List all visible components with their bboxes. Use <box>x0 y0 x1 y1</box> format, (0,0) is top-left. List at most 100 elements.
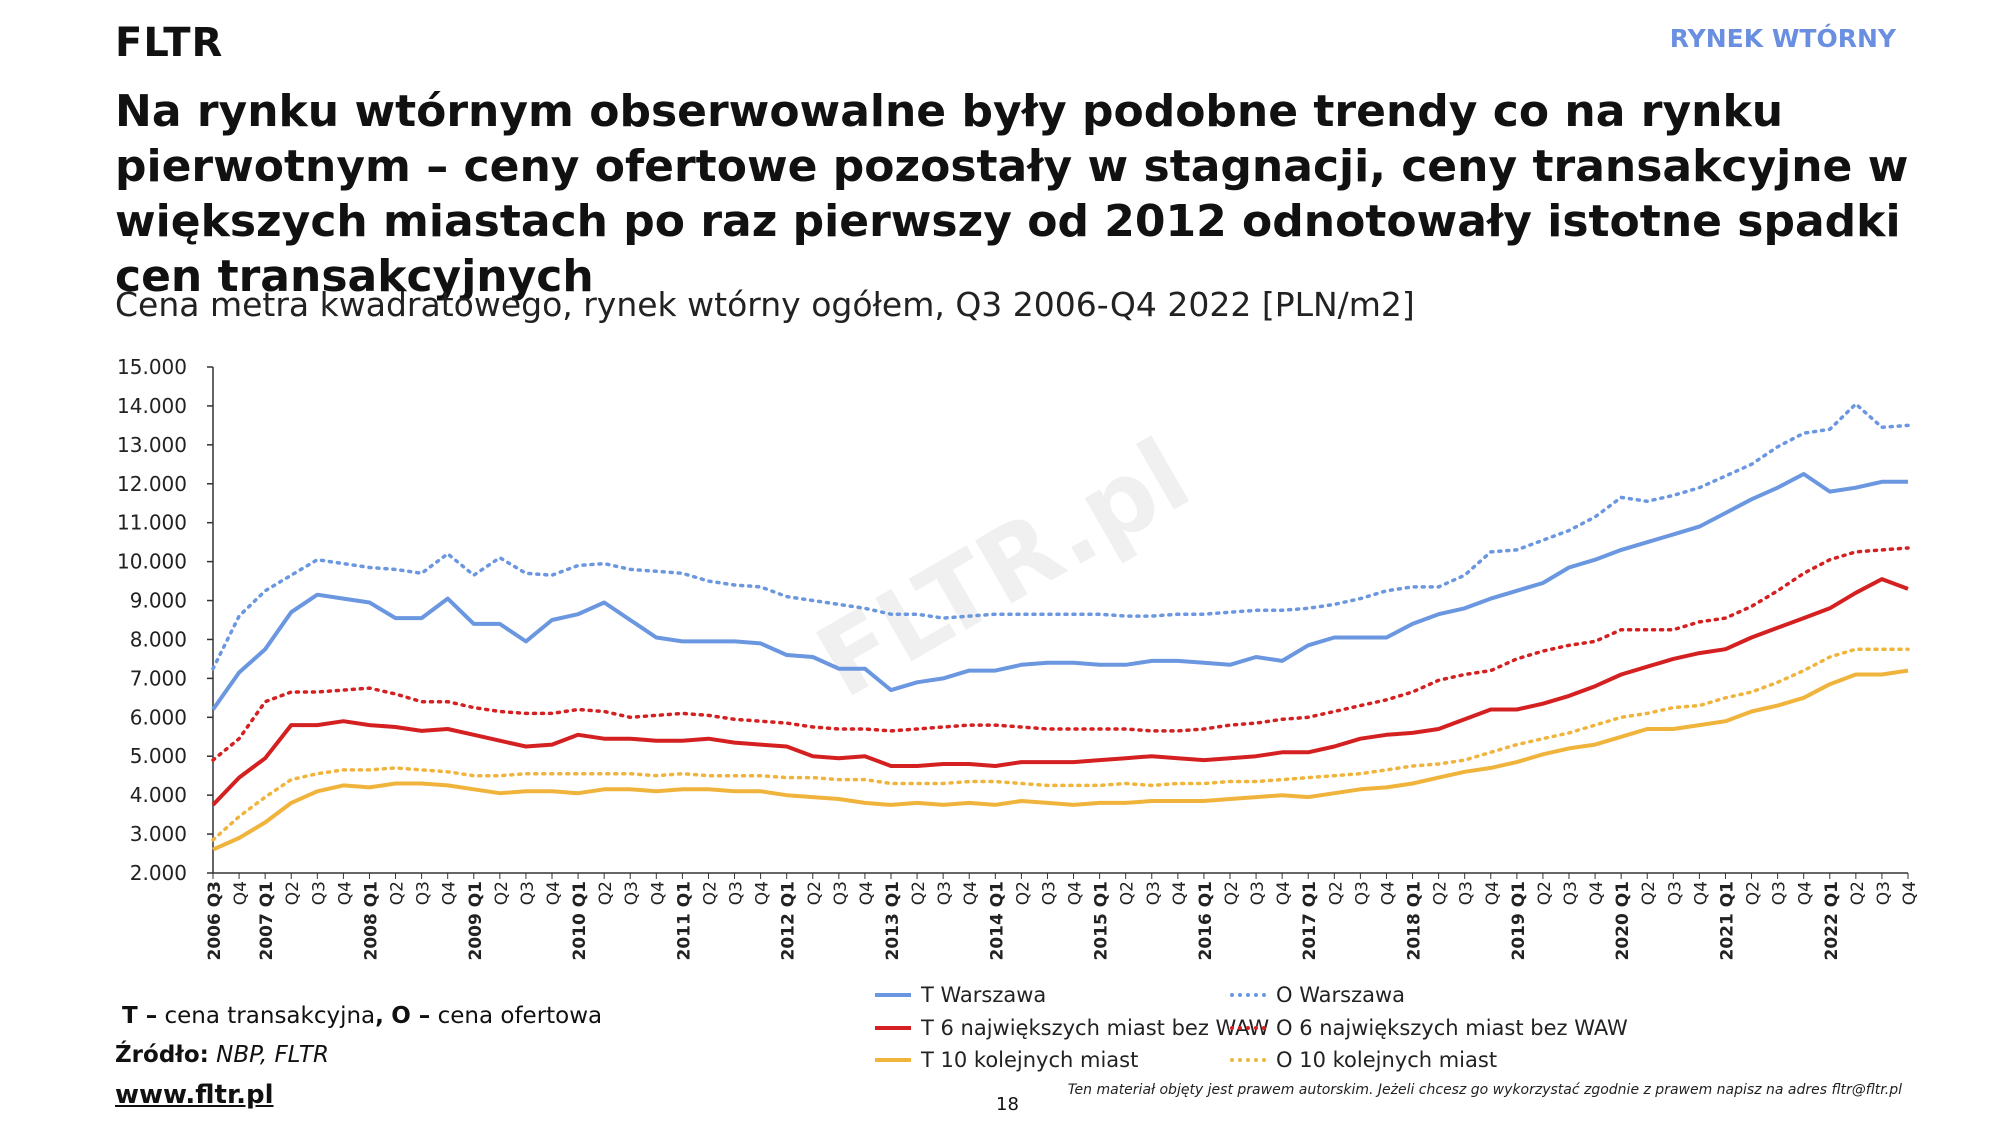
legend-item-t-six-cities: T 6 największych miast bez WAW <box>875 1013 1269 1043</box>
series-line-4 <box>211 546 1910 762</box>
legend-swatch-o-ten-cities <box>1230 1058 1266 1062</box>
x-tick-label: Q4 <box>544 881 564 905</box>
x-tick-label: Q4 <box>857 881 877 905</box>
x-tick-label: Q3 <box>1457 881 1477 905</box>
x-tick-label: 2013 Q1 <box>883 881 903 961</box>
series-line-0 <box>211 472 1908 711</box>
x-tick-label: Q2 <box>1535 881 1555 905</box>
note-t-text: cena transakcyjna <box>164 1003 376 1029</box>
x-tick-label: Q4 <box>1483 881 1503 905</box>
x-tick-label: Q2 <box>1848 881 1868 905</box>
x-tick-label: Q3 <box>727 881 747 905</box>
x-tick-label: Q2 <box>492 881 512 905</box>
x-tick-label: Q2 <box>1118 881 1138 905</box>
legend-label-o-six-cities: O 6 największych miast bez WAW <box>1276 1016 1628 1040</box>
series-line-2 <box>212 668 1909 852</box>
page-title: Na rynku wtórnym obserwowalne były podob… <box>115 86 1909 302</box>
x-tick-label: Q4 <box>335 881 355 905</box>
x-tick-label: 2016 Q1 <box>1196 881 1216 961</box>
x-tick-label: Q3 <box>1561 881 1581 905</box>
x-tick-label: 2014 Q1 <box>987 881 1007 961</box>
y-tick-label: 2.000 <box>130 861 187 885</box>
copyright-notice: Ten materiał objęty jest prawem autorski… <box>1067 1082 1902 1098</box>
legend-item-o-warszawa: O Warszawa <box>1230 980 1405 1010</box>
legend-swatch-o-six-cities <box>1230 1026 1266 1030</box>
x-tick-label: Q2 <box>700 881 720 905</box>
y-tick-label: 10.000 <box>117 550 187 574</box>
x-tick-label: 2012 Q1 <box>779 881 799 961</box>
x-tick-label: 2022 Q1 <box>1822 881 1842 961</box>
x-tick-label: 2008 Q1 <box>361 881 381 961</box>
x-tick-label: Q3 <box>831 881 851 905</box>
line-chart: 2.000 3.000 4.000 5.000 6.000 7.000 8.000 9.000… <box>117 355 1920 961</box>
x-tick-label: Q4 <box>648 881 668 905</box>
note-o: O – <box>391 1003 431 1029</box>
series-line-3 <box>211 402 1910 671</box>
y-axis: 2.000 3.000 4.000 5.000 6.000 7.000 8.000 9.000… <box>117 355 214 885</box>
x-tick-label: Q4 <box>1587 881 1607 905</box>
chart-legend: T Warszawa T 6 największych miast bez WA… <box>875 980 1628 1085</box>
page-number: 18 <box>996 1094 1019 1115</box>
legend-label-t-six-cities: T 6 największych miast bez WAW <box>921 1016 1270 1040</box>
website-link[interactable]: www.fltr.pl <box>115 1080 274 1110</box>
y-tick-label: 4.000 <box>130 783 187 807</box>
x-tick-label: Q4 <box>1796 881 1816 905</box>
x-tick-label: Q3 <box>1665 881 1685 905</box>
note-t: T – <box>122 1003 158 1029</box>
x-tick-label: Q2 <box>1431 881 1451 905</box>
y-tick-label: 3.000 <box>130 822 187 846</box>
y-tick-label: 13.000 <box>117 433 187 457</box>
footnote-abbreviations: T – cena transakcyjna, O – cena ofertowa <box>122 1003 603 1029</box>
legend-swatch-t-warszawa <box>875 993 911 997</box>
x-tick-label: Q2 <box>1639 881 1659 905</box>
x-tick-label: Q3 <box>1352 881 1372 905</box>
x-tick-label: Q4 <box>1170 881 1190 905</box>
x-tick-label: Q3 <box>1039 881 1059 905</box>
x-tick-label: Q2 <box>388 881 408 905</box>
x-tick-label: 2015 Q1 <box>1092 881 1112 961</box>
y-tick-label: 9.000 <box>130 589 187 613</box>
series-line-5 <box>211 647 1910 842</box>
legend-label-o-ten-cities: O 10 kolejnych miast <box>1276 1048 1498 1072</box>
x-tick-label: Q3 <box>935 881 955 905</box>
x-tick-label: Q4 <box>753 881 773 905</box>
x-tick-label: Q2 <box>1013 881 1033 905</box>
legend-item-o-ten-cities: O 10 kolejnych miast <box>1230 1045 1497 1075</box>
y-tick-label: 15.000 <box>117 355 187 379</box>
y-tick-label: 12.000 <box>117 472 187 496</box>
source-text: NBP, FLTR <box>216 1042 329 1068</box>
chart-subtitle: Cena metra kwadratowego, rynek wtórny og… <box>115 285 1415 324</box>
x-tick-label: Q4 <box>1691 881 1711 905</box>
x-tick-label: Q3 <box>518 881 538 905</box>
legend-label-t-warszawa: T Warszawa <box>921 983 1047 1007</box>
legend-swatch-t-six-cities <box>875 1026 911 1030</box>
x-tick-label: Q3 <box>1770 881 1790 905</box>
legend-item-t-ten-cities: T 10 kolejnych miast <box>875 1045 1138 1075</box>
x-tick-label: Q4 <box>1066 881 1086 905</box>
x-tick-label: Q4 <box>440 881 460 905</box>
x-tick-label: Q3 <box>1874 881 1894 905</box>
series-group <box>211 402 1910 852</box>
x-tick-label: Q2 <box>283 881 303 905</box>
x-tick-label: 2006 Q3 <box>205 881 225 961</box>
x-tick-label: Q4 <box>231 881 251 905</box>
legend-item-t-warszawa: T Warszawa <box>875 980 1046 1010</box>
x-axis: 2006 Q3 Q4 2007 Q1 Q2 Q3 Q4 2008 Q1 Q2 Q3 Q4 2009 … <box>205 872 1920 961</box>
x-tick-label: Q3 <box>1144 881 1164 905</box>
source-note: Źródło: NBP, FLTR <box>115 1042 329 1068</box>
y-tick-label: 14.000 <box>117 394 187 418</box>
note-o-text: cena ofertowa <box>437 1003 603 1029</box>
x-tick-label: Q2 <box>805 881 825 905</box>
section-label: RYNEK WTÓRNY <box>1669 24 1896 53</box>
x-tick-label: Q4 <box>961 881 981 905</box>
x-tick-label: Q2 <box>1326 881 1346 905</box>
x-tick-label: Q2 <box>596 881 616 905</box>
legend-swatch-o-warszawa <box>1230 993 1266 997</box>
x-tick-label: 2017 Q1 <box>1300 881 1320 961</box>
x-tick-label: Q3 <box>622 881 642 905</box>
x-tick-label: 2007 Q1 <box>257 881 277 961</box>
y-tick-label: 7.000 <box>130 666 187 690</box>
x-tick-label: Q4 <box>1274 881 1294 905</box>
x-tick-label: Q3 <box>1248 881 1268 905</box>
x-tick-label: 2019 Q1 <box>1509 881 1529 961</box>
